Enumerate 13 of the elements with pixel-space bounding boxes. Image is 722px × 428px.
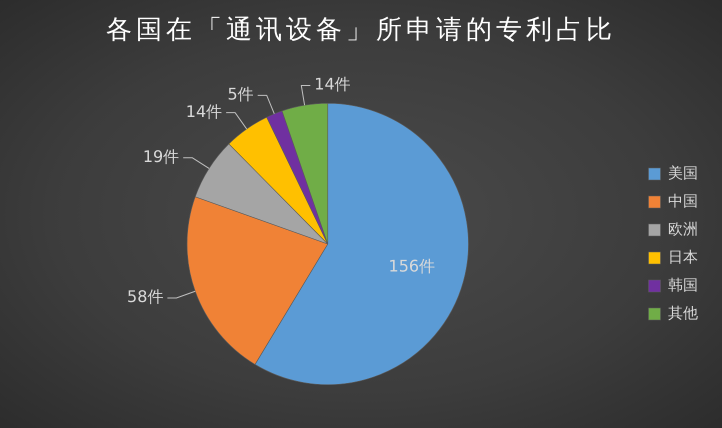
legend-label: 欧洲 [668, 220, 698, 238]
chart-title: 各国在「通讯设备」所申请的专利占比 [105, 14, 617, 47]
data-label: 156件 [388, 256, 436, 276]
data-label: 19件 [142, 146, 180, 166]
data-label: 14件 [314, 74, 351, 94]
legend-label: 其他 [668, 304, 698, 322]
legend-label: 韩国 [668, 276, 698, 294]
legend-label: 日本 [668, 248, 698, 266]
data-label: 14件 [186, 102, 222, 121]
data-label: 5件 [228, 84, 254, 104]
legend-label: 美国 [668, 164, 698, 182]
data-label: 58件 [127, 287, 164, 306]
legend-label: 中国 [668, 192, 698, 210]
